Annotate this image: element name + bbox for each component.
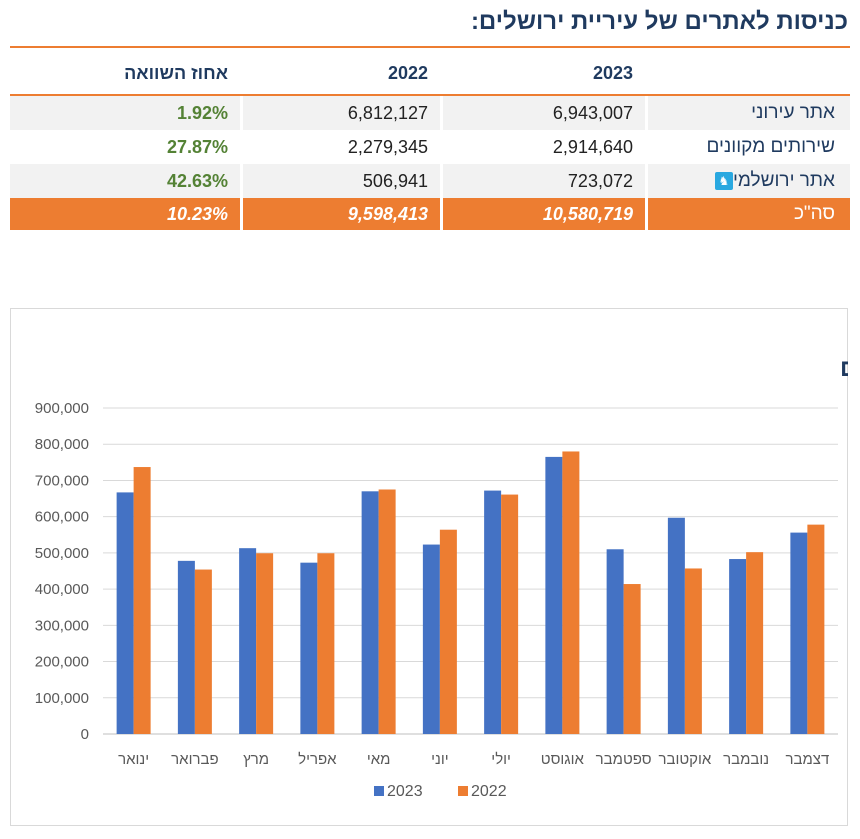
y-tick-label: 500,000 [35,545,89,562]
total-pct: 10.23% [10,198,240,230]
bar-2022-7 [562,451,580,734]
x-tick-label: דצמבר [785,751,829,768]
x-tick-label: אוקטובר [658,751,711,768]
row-2023: 723,072 [440,164,645,198]
bar-2023-7 [545,456,563,734]
stats-table: אחוז השוואה 2022 2023 1.92% 6,812,127 6,… [10,52,850,230]
total-2023: 10,580,719 [440,198,645,230]
row-2022: 6,812,127 [240,96,440,130]
x-tick-label: יולי [491,751,511,768]
header-2022: 2022 [240,52,440,96]
x-tick-label: אפריל [298,751,337,768]
header-2023: 2023 [440,52,645,96]
row-label-text: אתר ירושלמי [732,170,835,191]
bar-2023-0 [116,492,134,734]
y-tick-label: 700,000 [35,472,89,489]
y-tick-label: 900,000 [35,400,89,417]
bar-2022-1 [194,569,212,734]
x-tick-label: יוני [431,751,449,768]
bar-2022-5 [439,529,457,734]
bar-2023-11 [790,532,808,734]
bar-2023-9 [667,517,685,734]
row-pct: 1.92% [10,96,240,130]
bar-2022-11 [807,524,825,734]
title-divider [10,46,850,48]
row-label: אתר עירוני [645,96,850,130]
x-tick-label: אוגוסט [541,751,585,768]
table-row: 27.87% 2,279,345 2,914,640 שירותים מקוונ… [10,130,850,164]
table-row: 42.63% 506,941 723,072 אתר ירושלמי♞ [10,164,850,198]
bar-2023-2 [239,548,257,734]
y-tick-label: 300,000 [35,617,89,634]
header-label [645,52,850,96]
bar-2022-2 [256,553,274,734]
row-pct: 42.63% [10,164,240,198]
bar-2023-5 [422,544,440,734]
row-2022: 506,941 [240,164,440,198]
row-label: אתר ירושלמי♞ [645,164,850,198]
y-tick-label: 400,000 [35,581,89,598]
row-2023: 2,914,640 [440,130,645,164]
bar-2022-6 [501,494,519,734]
chart-title: כניסות לפי חודשים [840,355,848,382]
legend-swatch-2023 [374,786,384,796]
y-tick-label: 600,000 [35,509,89,526]
bar-2023-8 [606,549,624,734]
legend-label-2022: 2022 [471,783,507,800]
total-row: 10.23% 9,598,413 10,580,719 סה"כ [10,198,850,230]
bar-2022-0 [133,467,151,734]
x-tick-label: ספטמבר [596,751,652,768]
bar-2022-8 [623,584,641,734]
y-tick-label: 200,000 [35,654,89,671]
x-tick-label: פברואר [171,751,218,768]
x-tick-label: נובמבר [723,751,769,768]
bar-2023-1 [177,560,195,734]
page-title: כניסות לאתרים של עיריית ירושלים: [470,8,848,35]
monthly-visits-chart: כניסות לפי חודשים 0 100,000 200,000 300,000 4… [35,355,848,800]
bar-2022-3 [317,553,335,734]
bar-2023-10 [729,559,747,734]
bar-2022-4 [378,489,396,734]
chart-frame [10,308,848,826]
bar-2023-4 [361,491,379,734]
row-2023: 6,943,007 [440,96,645,130]
table-header-row: אחוז השוואה 2022 2023 [10,52,850,96]
bar-2023-6 [484,490,502,734]
total-2022: 9,598,413 [240,198,440,230]
total-label: סה"כ [645,198,850,230]
row-label: שירותים מקוונים [645,130,850,164]
y-tick-label: 800,000 [35,436,89,453]
row-2022: 2,279,345 [240,130,440,164]
y-tick-label: 0 [81,726,89,743]
legend-label-2023: 2023 [387,783,423,800]
row-pct: 27.87% [166,136,228,157]
jerusalem-lion-icon: ♞ [714,171,733,190]
y-tick-label: 100,000 [35,690,89,707]
bar-2023-3 [300,562,318,734]
x-tick-label: מרץ [243,751,269,768]
table-row: 1.92% 6,812,127 6,943,007 אתר עירוני [10,96,850,130]
legend-swatch-2022 [458,786,468,796]
x-tick-label: ינואר [118,751,149,768]
x-tick-label: מאי [367,751,391,768]
bar-2022-10 [746,552,764,734]
bar-2022-9 [684,568,702,734]
header-pct: אחוז השוואה [10,52,240,96]
